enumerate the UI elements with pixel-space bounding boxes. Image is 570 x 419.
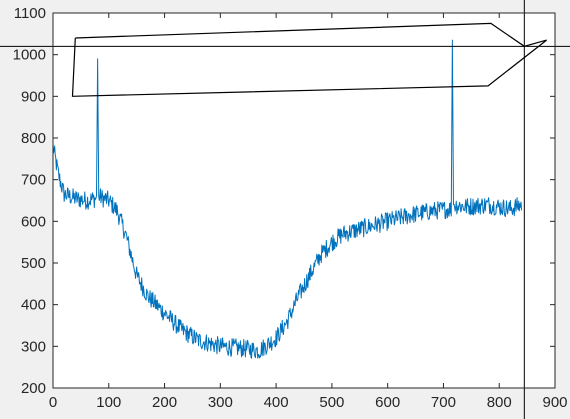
axes-layer: 0 100 200 300 400 500 600 700 800 900 200 300 400 500… [13, 5, 568, 411]
y-tick-label: 1100 [14, 5, 46, 22]
y-tick-label: 1000 [13, 47, 46, 64]
x-tick-label: 600 [375, 394, 400, 411]
x-tick-label: 800 [487, 394, 512, 411]
y-tick-label: 800 [21, 130, 46, 147]
x-tick-label: 200 [152, 394, 177, 411]
x-tick-label: 300 [208, 394, 233, 411]
y-tick-label: 500 [21, 255, 46, 272]
y-tick-label: 600 [21, 213, 46, 230]
series-layer [52, 39, 523, 359]
x-tick-label: 0 [49, 394, 57, 411]
axes-box [52, 12, 556, 389]
roi-polygon [71, 22, 547, 97]
y-tick-label: 900 [21, 88, 46, 105]
x-tick-label: 400 [264, 394, 289, 411]
x-tick-label: 900 [542, 394, 567, 411]
x-tick-label: 500 [319, 394, 344, 411]
plot-area [53, 13, 555, 388]
x-tick-label: 100 [96, 394, 121, 411]
y-tick-label: 400 [21, 297, 46, 314]
x-tick-label: 700 [431, 394, 456, 411]
series-line-0 [52, 39, 523, 359]
y-tick-label: 300 [21, 338, 46, 355]
y-tick-label: 200 [21, 380, 46, 397]
y-tick-label: 700 [21, 172, 46, 189]
